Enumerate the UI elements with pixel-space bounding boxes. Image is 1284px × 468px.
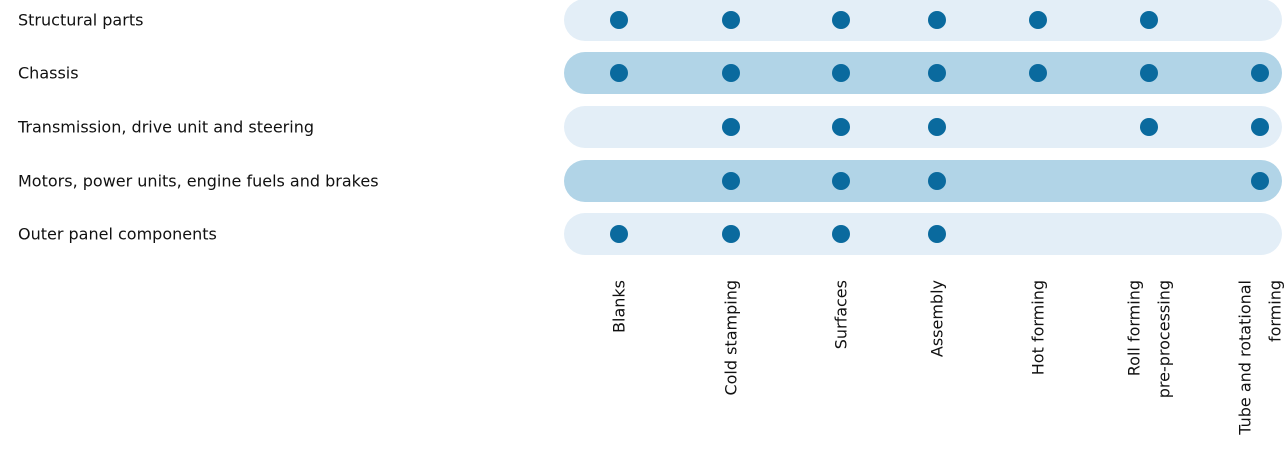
dot-mark — [722, 11, 740, 29]
dot-mark — [832, 64, 850, 82]
dot-mark — [832, 11, 850, 29]
column-label: Blanks — [610, 280, 629, 333]
dot-mark — [832, 225, 850, 243]
dot-mark — [832, 172, 850, 190]
column-label: Roll forming — [1125, 280, 1144, 376]
column-label: pre-processing — [1155, 280, 1174, 398]
dot-mark — [1140, 64, 1158, 82]
row-label: Outer panel components — [18, 225, 217, 244]
dot-mark — [610, 64, 628, 82]
dot-mark — [722, 225, 740, 243]
dot-mark — [610, 11, 628, 29]
column-label: forming — [1266, 280, 1284, 342]
row-label: Motors, power units, engine fuels and br… — [18, 172, 379, 191]
dot-mark — [722, 64, 740, 82]
dot-mark — [1251, 118, 1269, 136]
dot-mark — [928, 64, 946, 82]
dot-mark — [722, 118, 740, 136]
row-label: Structural parts — [18, 11, 143, 30]
row-label: Transmission, drive unit and steering — [17, 118, 314, 137]
column-label: Tube and rotational — [1236, 280, 1255, 436]
column-labels: Blanks Cold stamping Surfaces Assembly Hot f… — [610, 280, 1284, 436]
row-band — [564, 160, 1282, 202]
dot-mark — [610, 225, 628, 243]
column-label: Hot forming — [1029, 280, 1048, 375]
row-bands — [564, 0, 1282, 255]
row-band — [564, 52, 1282, 94]
dot-mark — [928, 11, 946, 29]
dot-mark — [722, 172, 740, 190]
row-band — [564, 213, 1282, 255]
column-label: Assembly — [928, 280, 947, 357]
row-band — [564, 0, 1282, 41]
dot-mark — [928, 225, 946, 243]
dot-mark — [928, 172, 946, 190]
dot-mark — [1029, 11, 1047, 29]
dot-mark — [1140, 118, 1158, 136]
dot-mark — [832, 118, 850, 136]
row-band — [564, 106, 1282, 148]
dot-marks — [610, 11, 1269, 243]
dot-mark — [1251, 64, 1269, 82]
row-labels: Structural parts Chassis Transmission, dri… — [17, 11, 379, 244]
dot-mark — [1140, 11, 1158, 29]
dot-mark — [1029, 64, 1047, 82]
dot-mark — [1251, 172, 1269, 190]
column-label: Cold stamping — [722, 280, 741, 396]
dot-mark — [928, 118, 946, 136]
row-label: Chassis — [18, 64, 79, 83]
column-label: Surfaces — [832, 280, 851, 349]
